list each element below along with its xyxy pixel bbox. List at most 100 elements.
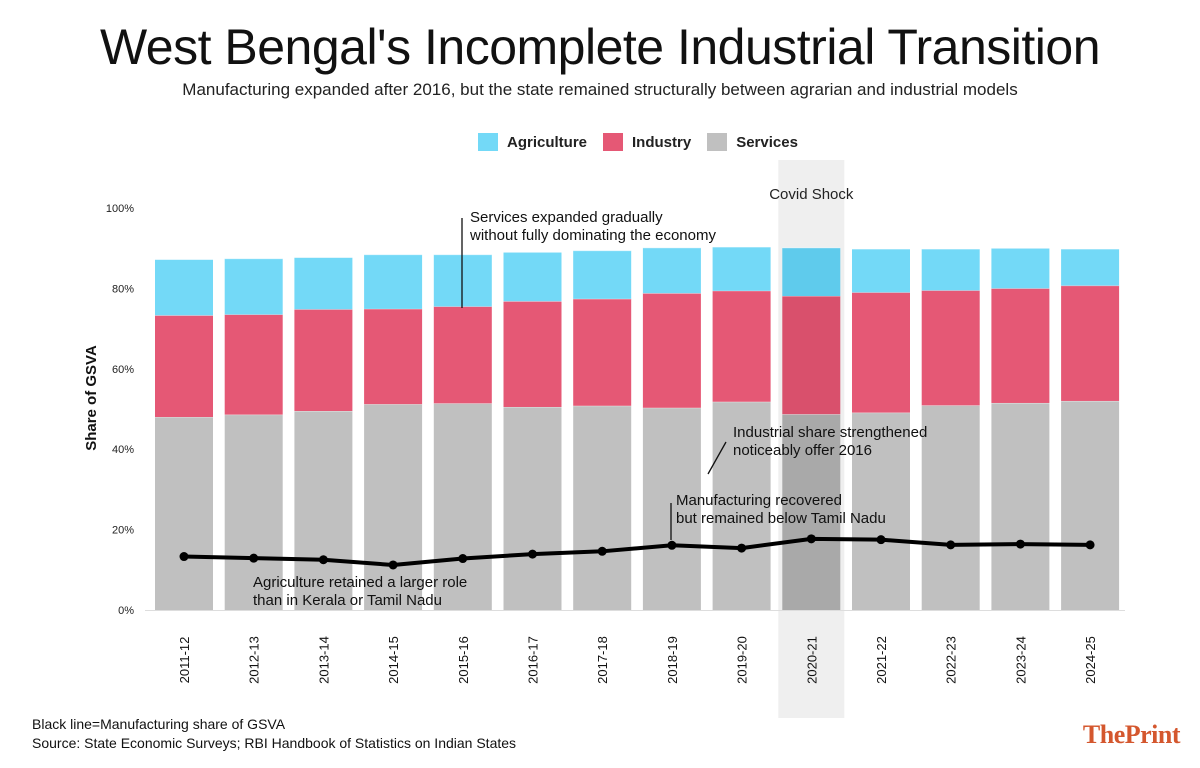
bar-industry-2022-23 [921,290,980,406]
chart-title: West Bengal's Incomplete Industrial Tran… [99,19,1101,75]
x-tick-label-2018-19: 2018-19 [665,636,680,684]
y-tick-label: 0% [118,605,134,617]
legend-item-industry: Industry [603,133,691,151]
manufacturing-point-2024-25 [1085,540,1095,550]
bar-industry-2016-17 [503,301,562,407]
annotation-industry: Industrial share strengthened noticeably … [733,424,927,459]
x-tick-label-2017-18: 2017-18 [595,636,610,684]
legend-swatch-industry [603,133,624,151]
bar-agriculture-2011-12 [155,259,213,316]
bar-services-2020-21 [782,414,841,610]
bar-industry-2018-19 [642,293,701,408]
bar-industry-2013-14 [294,309,353,412]
footnote-source: Source: State Economic Surveys; RBI Hand… [32,735,517,751]
manufacturing-point-2013-14 [318,555,328,565]
bar-agriculture-2021-22 [852,249,910,293]
x-tick-label-2016-17: 2016-17 [526,636,541,684]
manufacturing-point-2016-17 [528,549,537,559]
bar-services-2013-14 [294,411,353,610]
bar-agriculture-2024-25 [1061,249,1120,286]
footnote-line-legend: Black line=Manufacturing share of GSVA [32,716,286,732]
bar-services-2022-23 [921,405,980,610]
x-tick-label-2014-15: 2014-15 [386,636,401,684]
manufacturing-point-2020-21 [806,534,816,544]
manufacturing-point-2021-22 [876,535,886,545]
legend-swatch-services [707,133,728,151]
annotation-agriculture: Agriculture retained a larger role than i… [253,574,467,609]
manufacturing-point-2014-15 [388,560,398,570]
bar-industry-2020-21 [782,296,841,415]
bar-industry-2011-12 [155,315,213,418]
y-tick-label: 20% [112,525,134,537]
x-tick-label-2013-14: 2013-14 [316,636,331,684]
bar-agriculture-2022-23 [921,249,980,291]
legend: Agriculture Industry Services [478,133,814,151]
legend-swatch-agriculture [478,133,498,151]
bar-services-2014-15 [364,404,423,610]
bar-agriculture-2020-21 [782,247,841,297]
x-tick-label-2015-16: 2015-16 [456,636,471,684]
annotation-manufacturing: Manufacturing recovered but remained belo… [676,492,886,527]
x-tick-label-2011-12: 2011-12 [177,637,192,684]
legend-item-agriculture: Agriculture [478,133,587,151]
x-tick-label-2022-23: 2022-23 [944,636,959,684]
legend-item-services: Services [707,133,798,151]
bar-services-2017-18 [573,405,632,610]
bar-industry-2015-16 [433,306,492,404]
covid-shock-label: Covid Shock [769,186,854,203]
manufacturing-point-2017-18 [597,546,607,556]
bar-services-2023-24 [991,402,1050,610]
bar-services-2012-13 [224,414,283,610]
brand-logo: ThePrint [1082,720,1181,749]
bar-services-2021-22 [852,412,910,610]
bar-agriculture-2016-17 [503,252,562,302]
manufacturing-point-2019-20 [737,543,747,553]
x-tick-label-2019-20: 2019-20 [735,636,750,684]
chart-subtitle: Manufacturing expanded after 2016, but t… [182,80,1018,99]
annotation-industry-leader [707,441,727,475]
bar-industry-2017-18 [573,298,632,406]
bar-agriculture-2015-16 [433,254,492,307]
x-tick-label-2012-13: 2012-13 [247,636,262,684]
y-tick-label: 80% [112,283,134,295]
bar-industry-2023-24 [991,288,1050,403]
bar-services-2019-20 [712,401,771,610]
manufacturing-point-2012-13 [249,553,259,563]
bar-agriculture-2013-14 [294,257,353,310]
y-tick-label: 60% [112,364,134,376]
legend-label-agriculture: Agriculture [507,133,588,151]
manufacturing-line [183,536,1091,567]
bar-agriculture-2018-19 [642,247,701,294]
bar-industry-2021-22 [852,292,910,413]
bar-industry-2012-13 [224,314,283,415]
annotation-services: Services expanded gradually without fully… [469,209,716,244]
bar-services-2016-17 [503,406,562,610]
bar-agriculture-2012-13 [224,258,283,315]
bar-services-2024-25 [1061,400,1120,610]
manufacturing-point-2018-19 [667,540,677,550]
y-axis-label: Share of GSVA [83,345,100,451]
bar-services-2018-19 [642,407,701,610]
bar-industry-2024-25 [1061,285,1120,401]
y-tick-label: 40% [112,444,134,456]
x-tick-label-2023-24: 2023-24 [1013,636,1028,684]
bar-services-2011-12 [155,417,213,610]
bar-industry-2014-15 [364,308,423,405]
manufacturing-point-2011-12 [179,552,189,562]
bar-agriculture-2023-24 [991,248,1050,289]
x-tick-label-2021-22: 2021-22 [874,636,889,684]
bar-industry-2019-20 [712,290,771,402]
legend-label-services: Services [736,133,798,151]
manufacturing-point-2022-23 [946,540,956,550]
x-tick-label-2024-25: 2024-25 [1083,636,1098,684]
manufacturing-point-2023-24 [1015,539,1025,549]
x-tick-label-2020-21: 2020-21 [804,636,819,684]
bar-agriculture-2017-18 [573,250,632,299]
bar-agriculture-2014-15 [364,254,423,309]
manufacturing-point-2015-16 [458,554,468,564]
bar-services-2015-16 [433,403,492,610]
y-tick-label: 100% [106,203,134,215]
legend-label-industry: Industry [632,133,692,151]
bar-agriculture-2019-20 [712,246,771,291]
